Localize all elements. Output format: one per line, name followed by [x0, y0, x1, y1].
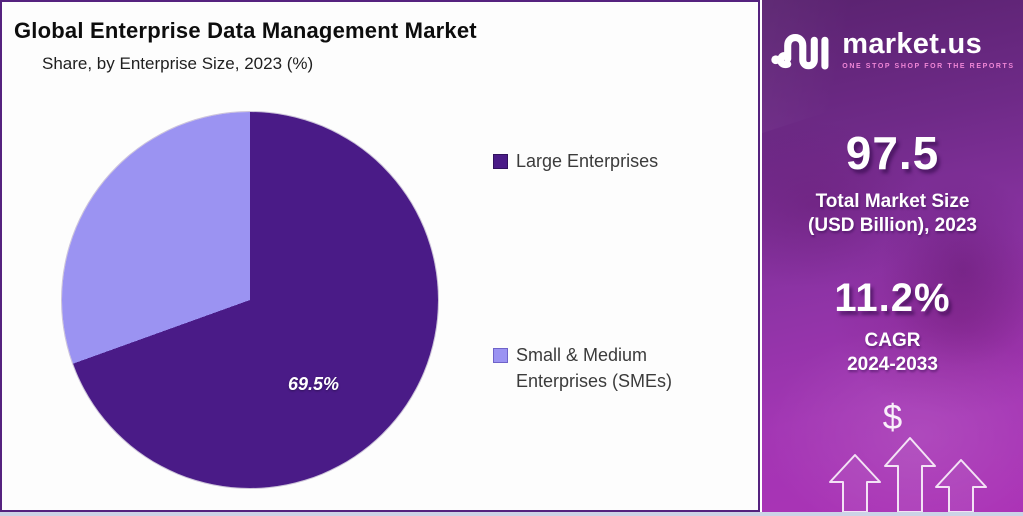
legend-label-line2: Enterprises (SMEs) [516, 371, 673, 391]
pie-slice-label: 69.5% [288, 374, 340, 394]
legend-label-line1: Small & Medium [516, 345, 648, 365]
chart-panel: Global Enterprise Data Management Market… [0, 0, 760, 512]
legend-label-line1: Large Enterprises [516, 151, 659, 171]
stat-label-line2: 2024-2033 [847, 353, 938, 375]
dollar-icon: $ [882, 398, 903, 437]
legend-item-large-enterprises: Large Enterprises [493, 148, 658, 174]
brand-sidebar: market.us ONE STOP SHOP FOR THE REPORTS … [762, 0, 1023, 512]
stat-label-line1: CAGR [864, 330, 921, 351]
stat-label-line1: Total Market Size [815, 191, 970, 212]
stat-label-market-size: Total Market Size (USD Billion), 2023 [762, 190, 1023, 238]
legend-swatch-large-enterprises [493, 154, 508, 169]
stat-cagr: 11.2% CAGR 2024-2033 [762, 276, 1023, 377]
stat-total-market-size: 97.5 Total Market Size (USD Billion), 20… [762, 126, 1023, 238]
growth-arrows-icon [829, 437, 987, 512]
legend-label-smes: Small & Medium Enterprises (SMEs) [516, 342, 672, 394]
pie-chart: 69.5% [62, 112, 438, 488]
chart-title: Global Enterprise Data Management Market [14, 18, 477, 43]
stat-label-cagr: CAGR 2024-2033 [762, 329, 1023, 377]
marketus-logo-icon [771, 34, 829, 70]
chart-subtitle: Share, by Enterprise Size, 2023 (%) [42, 54, 314, 73]
brand-name: market.us [842, 28, 982, 60]
brand-logo: market.us ONE STOP SHOP FOR THE REPORTS [762, 24, 1023, 76]
stat-label-line2: (USD Billion), 2023 [808, 214, 977, 236]
brand-text: market.us ONE STOP SHOP FOR THE REPORTS [842, 28, 1015, 71]
stat-value-market-size: 97.5 [845, 127, 940, 179]
legend-label-large-enterprises: Large Enterprises [516, 148, 658, 174]
brand-tagline: ONE STOP SHOP FOR THE REPORTS [842, 63, 1015, 70]
stat-value-cagr: 11.2% [834, 276, 951, 320]
legend-item-smes: Small & Medium Enterprises (SMEs) [493, 342, 672, 394]
bottom-edge-strip [0, 512, 1023, 516]
legend-swatch-smes [493, 348, 508, 363]
